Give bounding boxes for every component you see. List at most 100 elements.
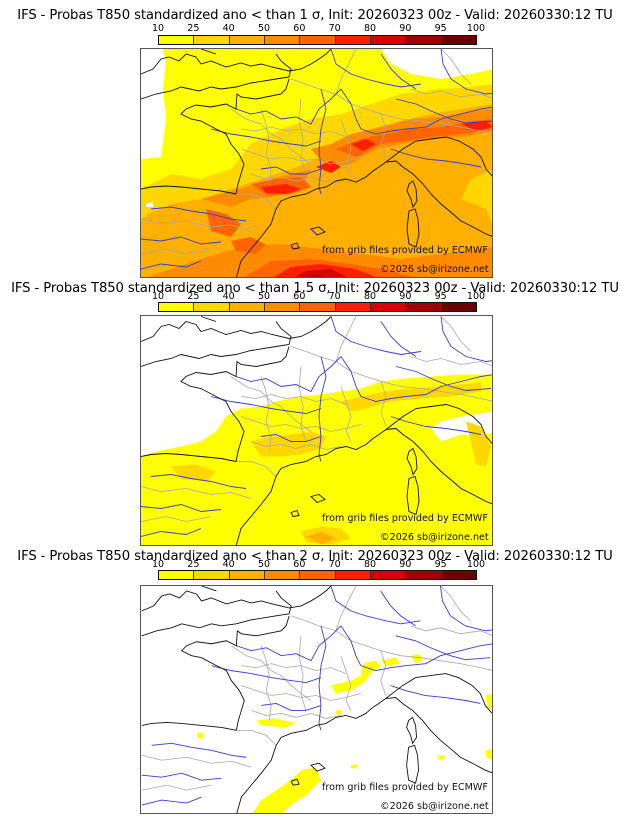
probability-contour-fill xyxy=(330,660,381,694)
rivers xyxy=(141,49,492,270)
border-line xyxy=(236,461,277,477)
border-line xyxy=(340,386,352,442)
colorbar-tick-label: 10 xyxy=(151,559,165,570)
source-credit: from grib files provided by ECMWF xyxy=(322,513,488,524)
probability-contour-fill xyxy=(171,464,216,482)
coastline xyxy=(288,316,332,339)
border-line xyxy=(335,49,357,95)
probability-field xyxy=(141,49,492,277)
coastline xyxy=(180,346,290,462)
colorbar-tick-labels: 10 25 40 50 60 70 80 90 95 100 xyxy=(152,559,485,570)
river-line xyxy=(318,356,327,462)
river-line xyxy=(235,356,342,393)
rivers xyxy=(141,316,492,537)
colorbar-segment xyxy=(229,571,265,579)
colorbar-tick-label: 40 xyxy=(222,23,235,34)
probability-contour-fill xyxy=(380,657,401,666)
admin-borders xyxy=(141,586,492,791)
coastline xyxy=(141,453,237,462)
border-line xyxy=(340,118,352,175)
admin-borders xyxy=(141,49,492,255)
colorbar-tick-label: 25 xyxy=(187,559,200,570)
border-line xyxy=(440,316,472,352)
probability-contour-fill xyxy=(350,764,357,769)
probability-contour-fill xyxy=(206,209,241,237)
coastline xyxy=(141,586,292,637)
border-line xyxy=(410,625,492,636)
border-line xyxy=(260,376,272,452)
colorbar-tick-label: 60 xyxy=(293,559,306,570)
border-line xyxy=(231,645,312,701)
border-line xyxy=(335,316,357,362)
colorbar-tick-label: 50 xyxy=(257,291,271,302)
border-line xyxy=(380,650,492,671)
border-line xyxy=(380,113,492,134)
colorbar-tick-label: 90 xyxy=(399,23,412,34)
border-line xyxy=(250,441,342,450)
coastline xyxy=(290,762,326,786)
river-line xyxy=(141,528,202,537)
colorbar-segment xyxy=(159,303,195,311)
probability-map[interactable]: from grib files provided by ECMWF ©2026 … xyxy=(140,48,493,278)
river-line xyxy=(380,53,417,90)
colorbar-segment xyxy=(406,36,442,44)
colorbar-segment xyxy=(370,36,407,44)
river-line xyxy=(151,742,247,758)
colorbar-segment xyxy=(229,36,265,44)
river-line xyxy=(440,49,492,95)
colorbar-tick-label: 95 xyxy=(434,23,447,34)
source-credit: from grib files provided by ECMWF xyxy=(322,782,488,793)
map-canvas xyxy=(141,586,492,813)
colorbar-tick-label: 70 xyxy=(328,291,341,302)
border-line xyxy=(236,729,277,746)
river-line xyxy=(141,772,222,781)
probability-field xyxy=(196,653,492,813)
river-line xyxy=(318,625,327,731)
probability-map[interactable]: from grib files provided by ECMWF ©2026 … xyxy=(140,315,493,546)
river-line xyxy=(236,625,342,662)
probability-contour-fill xyxy=(461,121,492,131)
colorbar-segment xyxy=(229,303,265,311)
panel-title: IFS - Probas T850 standardized ano < tha… xyxy=(17,549,613,564)
probability-map[interactable]: from grib files provided by ECMWF ©2026 … xyxy=(140,585,493,814)
colorbar-segment xyxy=(441,36,476,44)
border-line xyxy=(141,218,252,232)
border-line xyxy=(141,754,252,768)
border-line xyxy=(440,586,471,622)
colorbar-tick-label: 60 xyxy=(293,23,306,34)
river-line xyxy=(340,88,492,135)
river-line xyxy=(395,635,491,661)
border-line xyxy=(335,586,357,631)
border-line xyxy=(298,98,307,175)
colorbar-segment xyxy=(264,36,301,44)
colorbar-segment xyxy=(335,36,371,44)
colorbar-segment xyxy=(335,571,371,579)
river-line xyxy=(261,703,322,711)
border-line xyxy=(260,645,272,721)
border-line xyxy=(250,173,342,183)
colorbar-tick-labels: 10 25 40 50 60 70 80 90 95 100 xyxy=(152,23,485,34)
colorbar-tick-label: 70 xyxy=(328,559,341,570)
colorbar-segment xyxy=(441,303,476,311)
border-line xyxy=(298,635,307,711)
river-line xyxy=(318,88,327,195)
coastline xyxy=(141,316,292,367)
probability-contour-fill xyxy=(146,207,211,239)
colorbar-tick-label: 90 xyxy=(399,559,412,570)
river-line xyxy=(390,416,482,435)
river-line xyxy=(395,366,492,391)
border-line xyxy=(260,108,272,185)
border-line xyxy=(240,126,347,138)
border-line xyxy=(290,346,387,427)
colorbar-tick-label: 100 xyxy=(466,559,486,570)
panel-title: IFS - Probas T850 standardized ano < tha… xyxy=(11,281,619,296)
probability-contour-fill xyxy=(306,531,336,545)
colorbar-tick-label: 40 xyxy=(222,559,235,570)
colorbar-segment xyxy=(441,571,476,579)
border-line xyxy=(141,248,212,255)
panel-1-5sigma: IFS - Probas T850 standardized ano < tha… xyxy=(0,280,630,548)
river-line xyxy=(330,316,422,355)
coastline xyxy=(290,226,326,250)
probability-contour-fill xyxy=(251,431,326,457)
probability-contour-fill xyxy=(438,755,445,760)
